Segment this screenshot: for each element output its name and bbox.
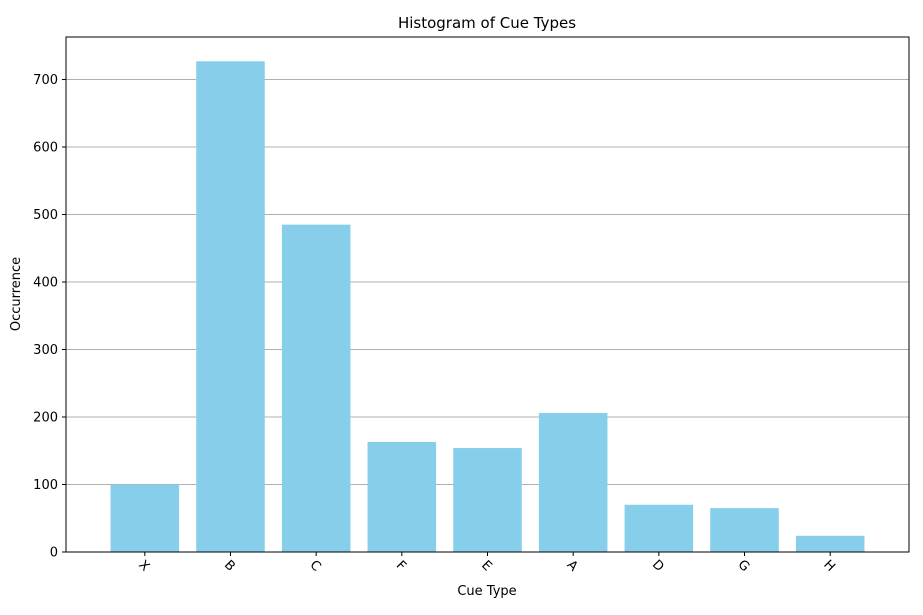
y-gridlines <box>66 79 909 486</box>
y-axis-ticks: 0 100 200 300 400 500 600 700 <box>33 73 66 561</box>
bar-a <box>538 412 608 552</box>
x-tick-label: A <box>564 558 581 575</box>
y-tick-label: 100 <box>33 478 58 493</box>
x-tick-label: B <box>221 558 238 575</box>
chart-title: Histogram of Cue Types <box>398 14 576 32</box>
y-tick-label: 700 <box>33 73 58 88</box>
x-tick-label: X <box>135 558 152 575</box>
y-tick-label: 300 <box>33 343 58 358</box>
bar-g <box>710 508 779 552</box>
x-axis-label: Cue Type <box>457 584 516 599</box>
bar-b <box>196 61 265 552</box>
y-tick-label: 500 <box>33 208 58 223</box>
x-tick-label: F <box>393 558 409 574</box>
y-tick-label: 600 <box>33 141 58 156</box>
y-tick-label: 0 <box>50 546 58 561</box>
bar-e <box>453 448 522 552</box>
bar-c <box>281 224 351 553</box>
bar-f <box>367 441 437 552</box>
x-tick-label: D <box>649 557 667 575</box>
y-tick-label: 400 <box>33 276 58 291</box>
x-tick-label: H <box>820 557 838 575</box>
x-tick-label: E <box>478 558 494 574</box>
y-axis-label: Occurrence <box>9 257 24 331</box>
bars <box>110 61 865 553</box>
bar-d <box>624 504 694 552</box>
y-tick-label: 200 <box>33 411 58 426</box>
x-tick-label: G <box>735 557 753 575</box>
x-tick-label: C <box>307 558 324 575</box>
bar-x <box>110 484 180 552</box>
bar-h <box>795 535 865 552</box>
